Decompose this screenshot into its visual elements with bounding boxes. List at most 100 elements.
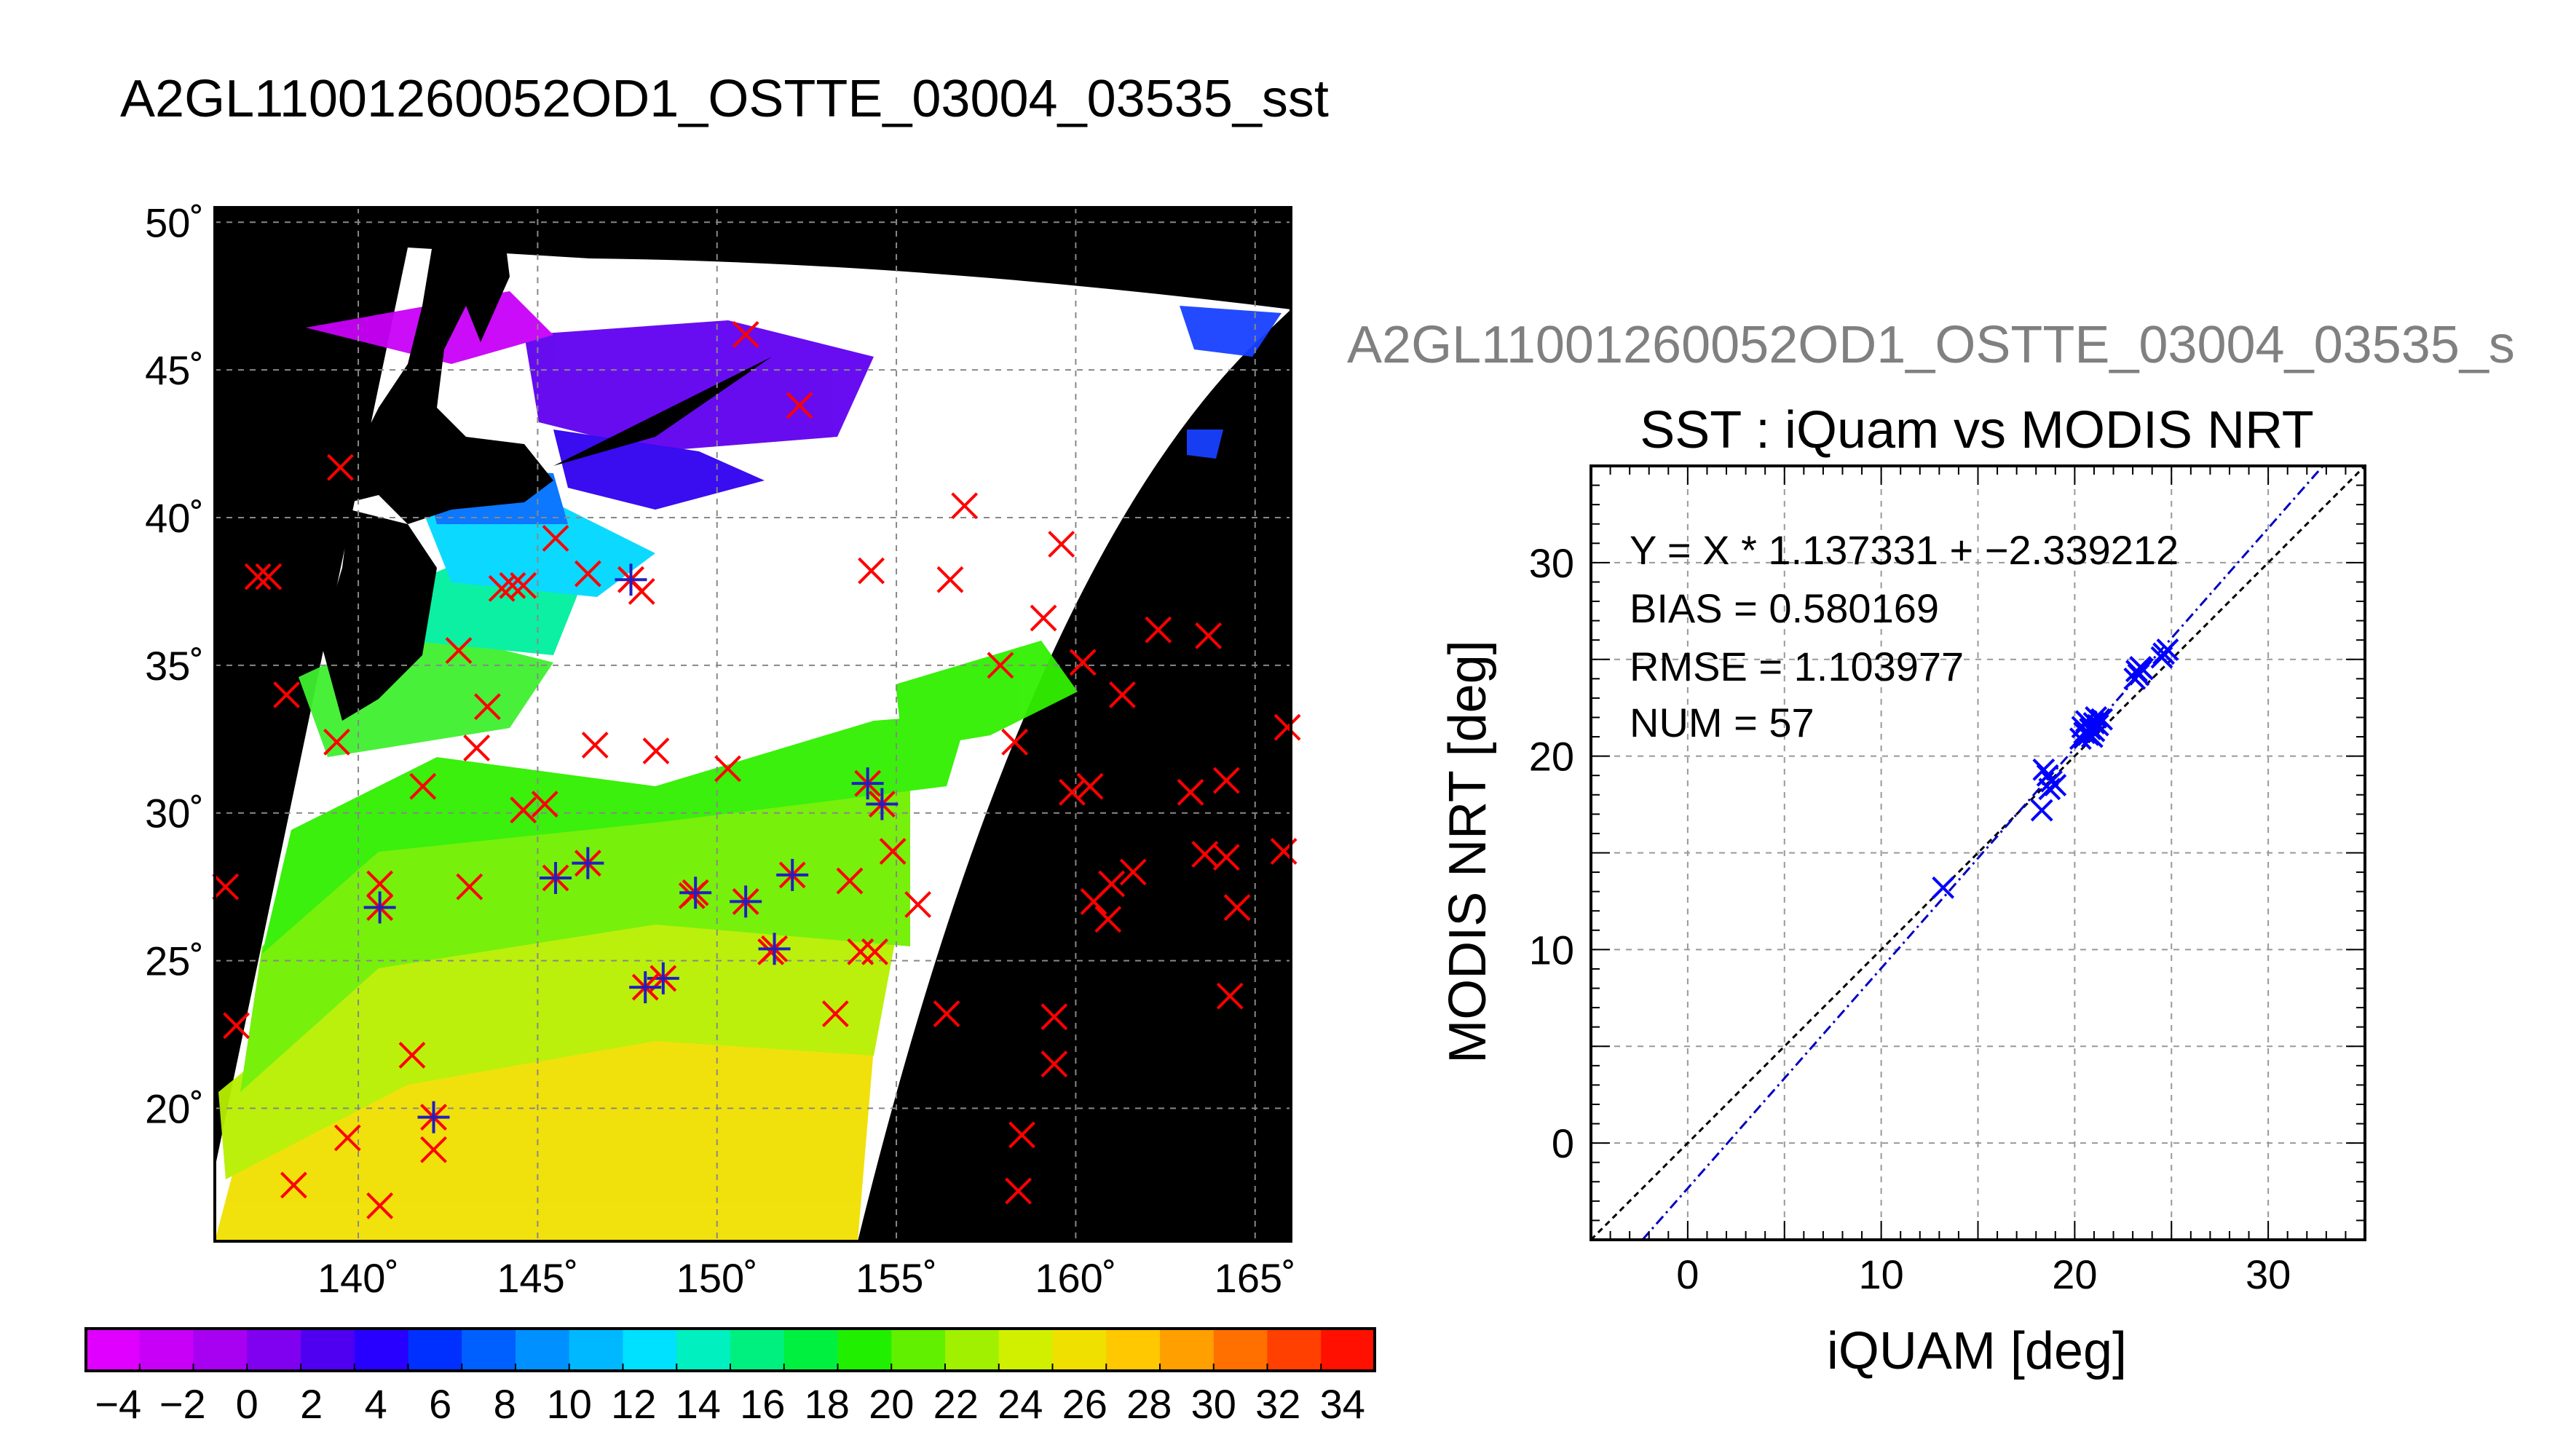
scatter-x-tick-label: 0	[1676, 1251, 1699, 1297]
map-red-marker	[1212, 767, 1240, 794]
map-red-marker	[933, 1000, 960, 1028]
colorbar-segment	[1160, 1329, 1215, 1371]
colorbar-tick-label: 16	[740, 1381, 785, 1427]
map-red-marker	[409, 772, 437, 800]
colorbar-tick-label: 4	[365, 1381, 387, 1427]
map-red-marker	[366, 1192, 394, 1219]
map-red-marker	[786, 392, 813, 419]
colorbar-tick-label: 28	[1126, 1381, 1172, 1427]
map-red-marker	[1001, 728, 1029, 756]
map-x-tick-label: 165˚	[1215, 1255, 1296, 1301]
map-red-marker	[1191, 841, 1219, 868]
map-red-marker	[1098, 870, 1126, 898]
scatter-point	[1932, 876, 1955, 899]
colorbar-segment	[139, 1329, 194, 1371]
map-red-marker	[212, 873, 240, 901]
map-red-marker	[366, 870, 394, 898]
map-red-marker	[987, 652, 1014, 679]
map-red-marker	[1216, 982, 1244, 1010]
map-x-tick-label: 155˚	[856, 1255, 937, 1301]
colorbar-segment	[783, 1329, 838, 1371]
map-red-marker	[1094, 906, 1122, 933]
map-blue-marker	[417, 1101, 450, 1133]
colorbar-tick-label: 2	[300, 1381, 323, 1427]
map-red-marker	[1048, 531, 1075, 558]
bias-annotation: BIAS = 0.580169	[1630, 585, 1939, 631]
rmse-annotation: RMSE = 1.103977	[1630, 644, 1964, 689]
map-red-marker	[1040, 1051, 1068, 1077]
scatter-x-tick-label: 30	[2246, 1251, 2291, 1297]
map-red-marker	[581, 731, 609, 759]
map-red-marker	[223, 1012, 250, 1040]
land-coast	[320, 510, 437, 721]
map-title: A2GL11001260052OD1_OSTTE_03004_03535_sst	[120, 70, 1329, 128]
map-y-tick-label: 45˚	[145, 347, 204, 393]
one-to-one-line	[1590, 464, 2366, 1241]
scatter-x-tick-label: 10	[1858, 1251, 1903, 1297]
map-blue-marker	[866, 788, 899, 820]
colorbar-tick-label: 30	[1191, 1381, 1236, 1427]
map-x-tick-label: 160˚	[1035, 1255, 1116, 1301]
colorbar-segment	[891, 1329, 946, 1371]
colorbar-tick-label: 14	[676, 1381, 721, 1427]
map-red-markers	[212, 321, 1301, 1219]
colorbar-tick-label: 22	[933, 1381, 979, 1427]
map-red-marker	[1076, 772, 1104, 800]
map-red-marker	[951, 492, 979, 520]
map-red-marker	[1040, 1003, 1068, 1031]
map-y-tick-label: 30˚	[145, 791, 204, 836]
colorbar-segment	[998, 1329, 1053, 1371]
map-blue-markers	[363, 563, 899, 1133]
map-red-marker	[510, 796, 537, 824]
colorbar-segment	[86, 1329, 141, 1371]
map-red-marker	[1109, 681, 1136, 708]
map-blue-marker	[758, 933, 791, 965]
map-blue-marker	[730, 885, 762, 918]
colorbar-segment	[1321, 1329, 1375, 1371]
colorbar-tick-label: 34	[1320, 1381, 1365, 1427]
map-red-marker	[398, 1041, 426, 1069]
scatter-point	[2082, 719, 2106, 743]
map-x-tick-label: 150˚	[676, 1255, 758, 1301]
scatter-panel: Y = X * 1.137331 + −2.339212 BIAS = 0.58…	[1590, 464, 2366, 1241]
map-frame	[213, 206, 1292, 1243]
map-blue-marker	[679, 877, 712, 909]
colorbar-tick-label: 18	[805, 1381, 850, 1427]
map-blue-marker	[647, 962, 679, 994]
colorbar-tick-label: 12	[611, 1381, 656, 1427]
map-red-marker	[1145, 616, 1172, 644]
colorbar-segment	[301, 1329, 355, 1371]
scatter-y-tick-label: 0	[1552, 1120, 1574, 1166]
scatter-point	[2038, 778, 2061, 801]
colorbar-segment	[462, 1329, 516, 1371]
map-red-marker	[1030, 604, 1057, 632]
scatter-point	[2129, 655, 2152, 678]
map-y-tick-labels: 50˚ 45˚ 40˚ 35˚ 30˚ 25˚ 20˚	[145, 199, 204, 1131]
map-red-marker	[879, 838, 907, 865]
map-y-tick-label: 20˚	[145, 1085, 204, 1131]
map-red-marker	[542, 524, 569, 552]
colorbar-segment	[945, 1329, 1000, 1371]
colorbar-segment	[1106, 1329, 1161, 1371]
map-y-tick-label: 25˚	[145, 938, 204, 984]
map-y-tick-label: 50˚	[145, 199, 204, 245]
scatter-x-tick-labels: 0 10 20 30	[1676, 1251, 2291, 1297]
map-red-marker	[904, 891, 932, 918]
map-red-marker	[255, 563, 283, 590]
map-y-tick-label: 40˚	[145, 495, 204, 541]
colorbar-segment	[837, 1329, 892, 1371]
map-red-marker	[1069, 649, 1097, 676]
map-red-marker	[474, 693, 501, 721]
map-red-marker	[858, 557, 885, 585]
map-red-marker	[1223, 894, 1251, 921]
map-red-marker	[333, 1124, 361, 1152]
colorbar-tick-label: 24	[998, 1381, 1043, 1427]
colorbar	[84, 1327, 1376, 1372]
colorbar-segment	[676, 1329, 731, 1371]
colorbar-tick-label: −2	[159, 1381, 206, 1427]
colorbar-segment	[1052, 1329, 1107, 1371]
colorbar-segment	[730, 1329, 785, 1371]
map-red-marker	[642, 737, 670, 764]
colorbar-tick-label: 32	[1255, 1381, 1300, 1427]
